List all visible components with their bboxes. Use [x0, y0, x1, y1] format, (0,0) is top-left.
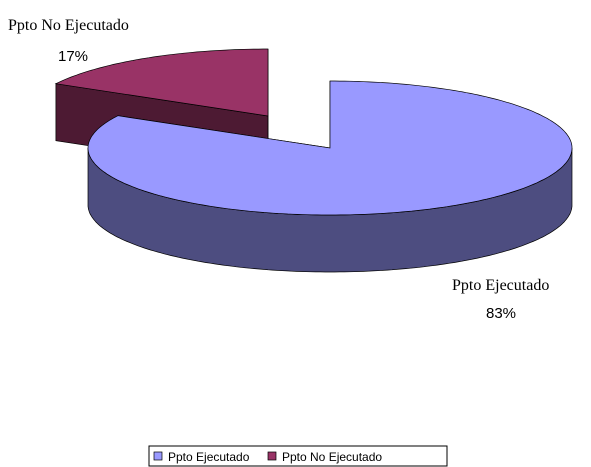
legend-swatch [267, 451, 277, 461]
data-label: 17% [58, 48, 88, 65]
legend-label: Ppto No Ejecutado [282, 450, 382, 464]
slice-top [54, 48, 269, 117]
legend-swatch [153, 451, 163, 461]
slice-top [87, 80, 573, 216]
data-label: 83% [486, 305, 516, 322]
category-label: Ppto No Ejecutado [8, 17, 129, 34]
legend-label: Ppto Ejecutado [168, 450, 250, 464]
legend-items: Ppto Ejecutado Ppto No Ejecutado [153, 450, 382, 464]
category-label: Ppto Ejecutado [452, 277, 549, 294]
legend [148, 445, 448, 467]
pie [54, 48, 573, 273]
